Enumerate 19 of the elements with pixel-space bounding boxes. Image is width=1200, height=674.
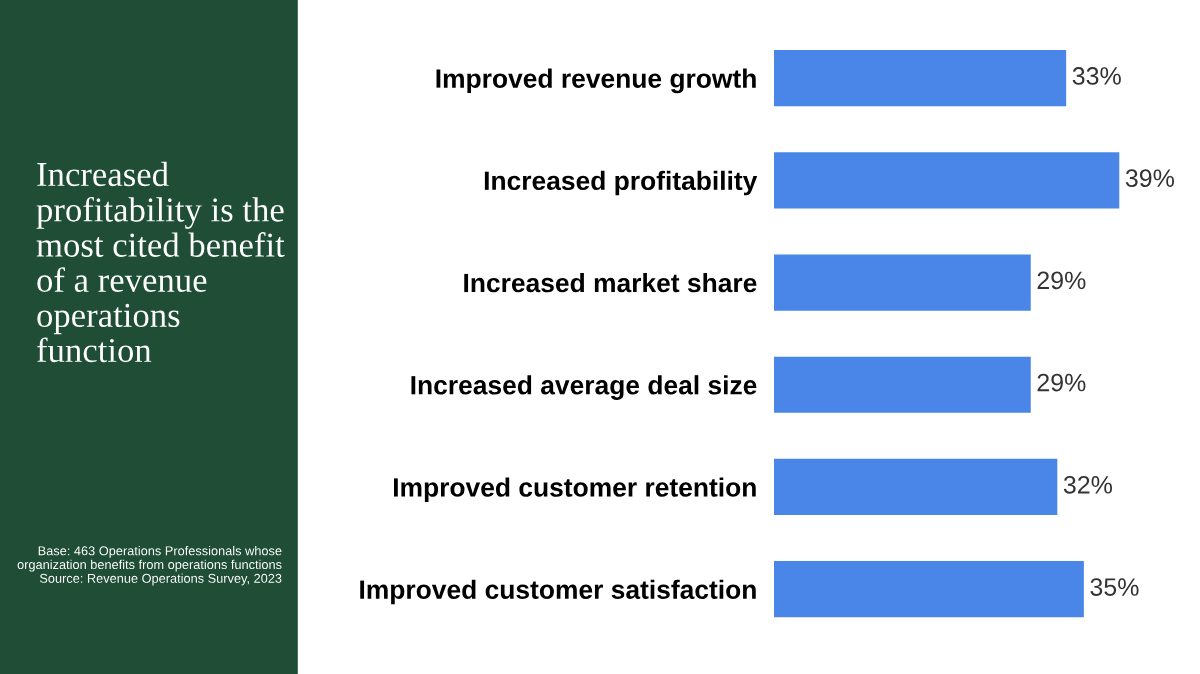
bar [774,152,1120,209]
data-label: 32% [1063,475,1113,494]
bar [774,356,1031,413]
y-tick-label: Increased average deal size [411,375,757,400]
data-label: 39% [1125,169,1174,188]
text: Increased profitability is the most cited benefit of a revenue operations function [36,161,285,363]
bar [774,561,1084,618]
bar [774,49,1067,107]
y-tick-label: Increased market share [464,272,757,293]
y-tick-label: Improved customer satisfaction [360,579,756,605]
data-label: 29% [1037,373,1086,392]
y-tick-label: Increased profitability [484,170,758,196]
data-label: 33% [1072,67,1121,85]
bar [774,458,1058,516]
y-tick-label: Improved customer retention [394,477,756,502]
data-label: 29% [1037,271,1086,290]
y-tick-label: Improved revenue growth [436,68,756,94]
data-label: 35% [1090,578,1139,596]
bar [774,254,1031,311]
